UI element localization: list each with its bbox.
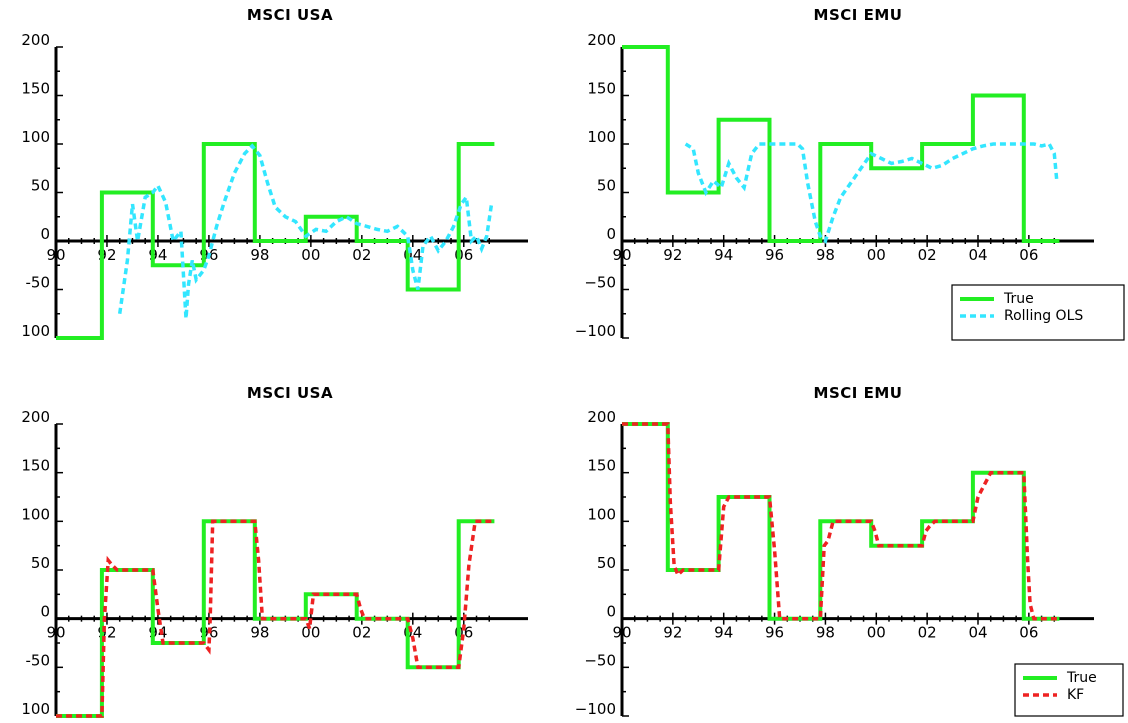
- x-tick-label: 02: [918, 624, 937, 642]
- series-line-true: [622, 45, 1060, 243]
- y-tick-label: 200: [21, 408, 50, 426]
- chart-title: MSCI USA: [247, 6, 333, 24]
- series-line-kf: [622, 422, 1060, 621]
- y-tick-label: 100: [587, 505, 616, 523]
- x-tick-label: 94: [714, 246, 733, 264]
- y-tick-label: 150: [587, 457, 616, 475]
- x-tick-label: 98: [250, 624, 269, 642]
- y-tick-label: 50: [597, 554, 616, 572]
- y-tick-label: 100: [21, 505, 50, 523]
- series-line-kf: [56, 519, 495, 718]
- x-tick-label: 96: [765, 624, 784, 642]
- y-tick-label: 0: [40, 603, 50, 621]
- y-tick-label: −100: [575, 322, 616, 340]
- y-tick-label: 100: [21, 322, 50, 340]
- y-tick-label: 200: [21, 31, 50, 49]
- y-tick-label: 100: [587, 128, 616, 146]
- y-tick-label: −50: [584, 274, 616, 292]
- y-tick-label: 200: [587, 31, 616, 49]
- y-tick-label: 150: [587, 80, 616, 98]
- x-tick-label: 96: [765, 246, 784, 264]
- legend-label-kf: KF: [1067, 687, 1084, 703]
- x-tick-label: 92: [663, 246, 682, 264]
- chart-title: MSCI EMU: [814, 384, 903, 402]
- y-tick-label: -50: [26, 651, 51, 669]
- x-tick-label: 94: [714, 624, 733, 642]
- y-tick-label: -50: [26, 274, 51, 292]
- series-line-ols: [117, 143, 494, 319]
- legend-label-true: True: [1003, 291, 1034, 307]
- x-tick-label: 90: [612, 624, 631, 642]
- chart-title: MSCI EMU: [814, 6, 903, 24]
- y-tick-label: 200: [587, 408, 616, 426]
- x-tick-label: 04: [968, 246, 987, 264]
- x-tick-label: 00: [301, 624, 320, 642]
- chart-panel-2: MSCI EMU 200 150 100 50 0 −50 −100 90 92 94 96 98 00 0…: [575, 6, 1125, 341]
- legend-box: [1014, 663, 1124, 717]
- x-tick-label: 00: [867, 246, 886, 264]
- legend-box: [951, 284, 1125, 341]
- x-tick-label: 02: [352, 246, 371, 264]
- x-tick-label: 02: [918, 246, 937, 264]
- y-tick-label: 50: [597, 177, 616, 195]
- y-tick-label: 50: [31, 177, 50, 195]
- x-tick-label: 02: [352, 624, 371, 642]
- y-tick-label: −50: [584, 651, 616, 669]
- legend-label-true: True: [1066, 670, 1097, 686]
- x-tick-label: 00: [867, 624, 886, 642]
- x-tick-label: 00: [301, 246, 320, 264]
- y-tick-label: 0: [40, 225, 50, 243]
- y-tick-label: 50: [31, 554, 50, 572]
- x-tick-label: 90: [46, 624, 65, 642]
- x-tick-label: 06: [1019, 246, 1038, 264]
- x-tick-label: 98: [250, 246, 269, 264]
- x-tick-label: 06: [1019, 624, 1038, 642]
- y-tick-label: −100: [575, 700, 616, 718]
- x-tick-label: 98: [816, 246, 835, 264]
- y-tick-label: 0: [606, 225, 616, 243]
- x-tick-label: 92: [663, 624, 682, 642]
- x-tick-label: 90: [612, 246, 631, 264]
- y-tick-label: 100: [21, 128, 50, 146]
- y-tick-label: 100: [21, 700, 50, 718]
- x-tick-label: 04: [968, 624, 987, 642]
- chart-title: MSCI USA: [247, 384, 333, 402]
- y-tick-label: 0: [606, 603, 616, 621]
- legend-label-ols: Rolling OLS: [1004, 308, 1083, 324]
- chart-panel-4: MSCI EMU 200 150 100 50 0 −50 −100 90 92 94 96 98 00 0…: [575, 384, 1124, 718]
- x-tick-label: 98: [816, 624, 835, 642]
- x-tick-label: 90: [46, 246, 65, 264]
- y-tick-label: 150: [21, 457, 50, 475]
- y-tick-label: 150: [21, 80, 50, 98]
